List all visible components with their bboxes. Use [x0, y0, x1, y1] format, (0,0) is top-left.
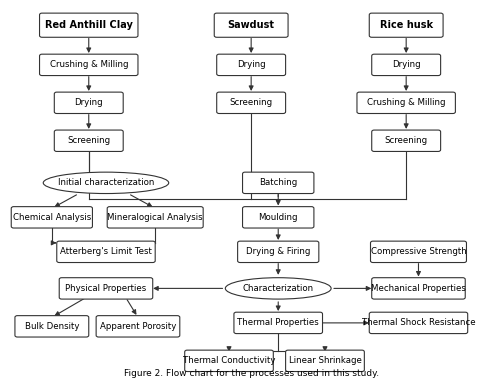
FancyBboxPatch shape	[242, 207, 314, 228]
FancyBboxPatch shape	[372, 130, 440, 151]
Text: Batching: Batching	[259, 178, 298, 187]
FancyBboxPatch shape	[107, 207, 203, 228]
FancyBboxPatch shape	[184, 350, 274, 372]
FancyBboxPatch shape	[57, 241, 155, 262]
FancyBboxPatch shape	[357, 92, 456, 113]
FancyBboxPatch shape	[59, 278, 152, 299]
Text: Screening: Screening	[230, 98, 272, 107]
Text: Screening: Screening	[384, 136, 428, 145]
Text: Linear Shrinkage: Linear Shrinkage	[288, 356, 362, 365]
Text: Compressive Strength: Compressive Strength	[370, 247, 466, 256]
Text: Mineralogical Analysis: Mineralogical Analysis	[108, 213, 203, 222]
Text: Red Anthill Clay: Red Anthill Clay	[45, 20, 132, 30]
FancyBboxPatch shape	[238, 241, 319, 262]
Text: Drying: Drying	[392, 60, 420, 70]
Text: Mechanical Properties: Mechanical Properties	[371, 284, 466, 293]
Text: Bulk Density: Bulk Density	[24, 322, 79, 331]
Text: Thermal Shock Resistance: Thermal Shock Resistance	[362, 318, 476, 327]
FancyBboxPatch shape	[40, 13, 138, 37]
Text: Figure 2. Flow chart for the processes used in this study.: Figure 2. Flow chart for the processes u…	[124, 369, 378, 378]
FancyBboxPatch shape	[11, 207, 92, 228]
FancyBboxPatch shape	[242, 172, 314, 194]
Text: Screening: Screening	[67, 136, 110, 145]
Text: Drying: Drying	[237, 60, 266, 70]
Text: Atterberg's Limit Test: Atterberg's Limit Test	[60, 247, 152, 256]
FancyBboxPatch shape	[214, 13, 288, 37]
FancyBboxPatch shape	[40, 54, 138, 76]
Text: Apparent Porosity: Apparent Porosity	[100, 322, 176, 331]
FancyBboxPatch shape	[370, 241, 466, 262]
Text: Characterization: Characterization	[242, 284, 314, 293]
Ellipse shape	[226, 278, 331, 299]
Ellipse shape	[43, 172, 168, 194]
FancyBboxPatch shape	[96, 316, 180, 337]
Text: Chemical Analysis: Chemical Analysis	[12, 213, 91, 222]
Text: Initial characterization: Initial characterization	[58, 178, 154, 187]
FancyBboxPatch shape	[15, 316, 89, 337]
Text: Physical Properties: Physical Properties	[66, 284, 146, 293]
Text: Drying: Drying	[74, 98, 103, 107]
Text: Crushing & Milling: Crushing & Milling	[367, 98, 446, 107]
Text: Drying & Firing: Drying & Firing	[246, 247, 310, 256]
Text: Moulding: Moulding	[258, 213, 298, 222]
FancyBboxPatch shape	[370, 312, 468, 333]
FancyBboxPatch shape	[54, 92, 123, 113]
FancyBboxPatch shape	[234, 312, 322, 333]
Text: Thermal Properties: Thermal Properties	[238, 318, 319, 327]
FancyBboxPatch shape	[286, 350, 364, 372]
Text: Rice husk: Rice husk	[380, 20, 432, 30]
FancyBboxPatch shape	[370, 13, 443, 37]
FancyBboxPatch shape	[372, 54, 440, 76]
Text: Sawdust: Sawdust	[228, 20, 274, 30]
FancyBboxPatch shape	[54, 130, 123, 151]
Text: Crushing & Milling: Crushing & Milling	[50, 60, 128, 70]
Text: Thermal Conductivity: Thermal Conductivity	[183, 356, 276, 365]
FancyBboxPatch shape	[216, 92, 286, 113]
FancyBboxPatch shape	[372, 278, 465, 299]
FancyBboxPatch shape	[216, 54, 286, 76]
